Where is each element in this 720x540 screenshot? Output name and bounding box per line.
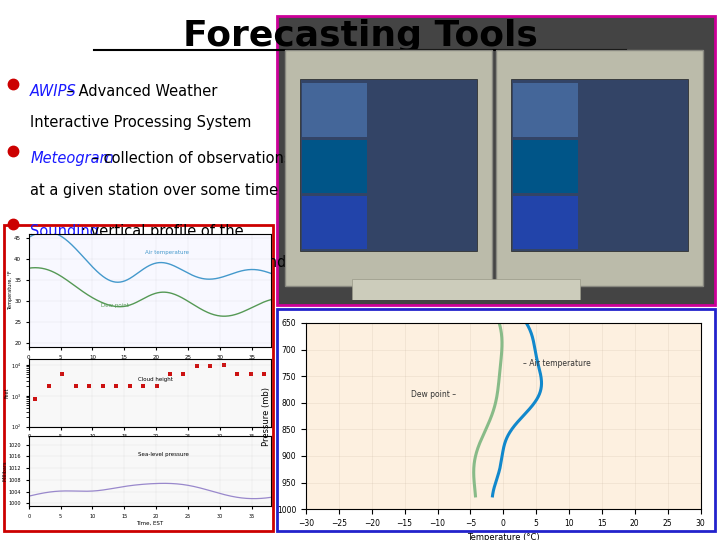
Text: at a given station over some time: at a given station over some time <box>30 183 279 198</box>
Bar <box>302 84 367 137</box>
Text: Sounding: Sounding <box>30 224 99 239</box>
Point <box>258 370 270 379</box>
Text: temperature, due point T and wind.: temperature, due point T and wind. <box>30 255 292 271</box>
Point <box>204 362 216 370</box>
Text: Cloud height: Cloud height <box>138 377 173 382</box>
Y-axis label: Pressure (mb): Pressure (mb) <box>262 387 271 446</box>
Point <box>43 382 55 391</box>
Point <box>56 370 68 379</box>
Point <box>232 370 243 379</box>
Text: Forecasting Tools: Forecasting Tools <box>183 19 537 53</box>
Text: Interactive Processing System: Interactive Processing System <box>30 115 251 130</box>
FancyBboxPatch shape <box>300 79 477 251</box>
FancyBboxPatch shape <box>285 50 492 286</box>
Point <box>218 361 230 369</box>
FancyBboxPatch shape <box>352 279 580 301</box>
Text: Dew point: Dew point <box>102 303 130 308</box>
Text: – collection of observations: – collection of observations <box>87 151 292 166</box>
Point <box>124 382 135 391</box>
Text: Air temperature: Air temperature <box>145 250 189 255</box>
Point <box>96 382 108 391</box>
Text: Sea-level pressure: Sea-level pressure <box>138 451 189 457</box>
FancyBboxPatch shape <box>511 79 688 251</box>
Bar <box>277 309 715 531</box>
Bar <box>277 16 715 305</box>
Point <box>150 382 162 391</box>
Y-axis label: Temperature, °F: Temperature, °F <box>8 271 13 310</box>
Point <box>178 370 189 379</box>
Bar <box>302 196 367 249</box>
Bar <box>513 140 578 193</box>
X-axis label: Temperature (°C): Temperature (°C) <box>467 534 539 540</box>
Text: Meteogram: Meteogram <box>30 151 114 166</box>
Bar <box>513 84 578 137</box>
Point <box>192 362 203 370</box>
Point <box>138 382 149 391</box>
Y-axis label: Millibars: Millibars <box>2 461 7 481</box>
Bar <box>4 225 273 531</box>
Text: – Advanced Weather: – Advanced Weather <box>62 84 217 99</box>
Y-axis label: Feet: Feet <box>4 388 9 399</box>
Bar <box>513 196 578 249</box>
Text: : vertical profile of the: : vertical profile of the <box>81 224 243 239</box>
Point <box>30 394 41 403</box>
Point <box>70 382 81 391</box>
X-axis label: Time, EST: Time, EST <box>136 521 163 525</box>
FancyBboxPatch shape <box>496 50 703 286</box>
Text: – Air temperature: – Air temperature <box>523 359 590 368</box>
Point <box>245 370 256 379</box>
Point <box>84 382 95 391</box>
Point <box>110 382 122 391</box>
Text: Dew point –: Dew point – <box>411 390 456 400</box>
Bar <box>302 140 367 193</box>
Text: AWIPS: AWIPS <box>30 84 77 99</box>
Point <box>164 370 176 379</box>
